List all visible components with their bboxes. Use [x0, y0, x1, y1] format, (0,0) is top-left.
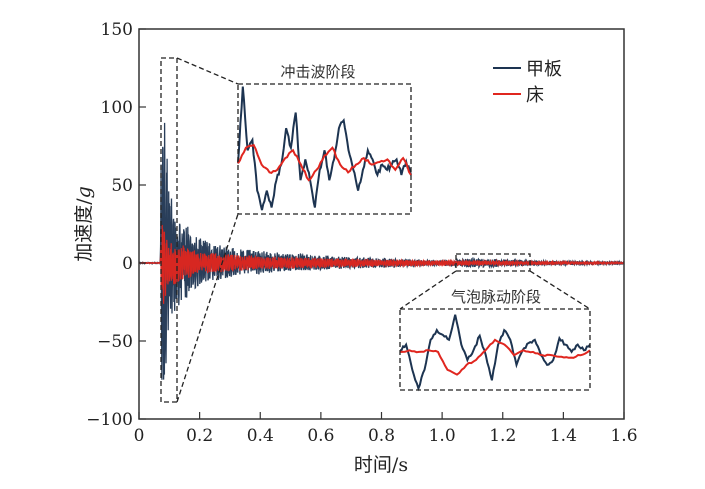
- zoom-connector-line: [529, 270, 591, 310]
- inset-line-bed: [400, 338, 591, 376]
- x-tick-label: 1.4: [550, 426, 577, 446]
- inset-title-bubble: 气泡脉动阶段: [451, 288, 541, 306]
- y-tick-label: −50: [97, 332, 133, 352]
- zoom-connector-line: [176, 57, 239, 85]
- legend: 甲板 床: [493, 59, 562, 106]
- x-tick-label: 0.8: [368, 426, 395, 446]
- inset-line-deck: [400, 314, 591, 392]
- inset-line-deck: [237, 86, 412, 211]
- zoom-connector-line: [176, 213, 239, 403]
- y-axis-title-main: 加速度/: [73, 198, 95, 262]
- inset-frame: [237, 83, 412, 215]
- inset-background: [238, 84, 411, 214]
- x-tick-label: 1.2: [489, 426, 516, 446]
- zoom-source-box: [160, 57, 178, 403]
- x-tick-label: 0: [134, 426, 145, 446]
- y-axis-title: 加速度/g: [73, 186, 95, 262]
- x-tick-label: 0.4: [247, 426, 274, 446]
- inset-background: [400, 309, 590, 390]
- x-tick-label: 0.2: [186, 426, 213, 446]
- zoom-source-box: [455, 253, 531, 272]
- x-tick-label: 0.6: [307, 426, 334, 446]
- series-layer: [138, 122, 625, 380]
- y-tick-label: 50: [111, 176, 133, 196]
- inset-title-shock: 冲击波阶段: [280, 63, 355, 81]
- x-tick-label: 1.6: [610, 426, 637, 446]
- zoom-connector-line: [399, 270, 457, 310]
- x-axis-title: 时间/s: [354, 454, 408, 476]
- y-tick-label: −100: [86, 410, 133, 430]
- y-tick-label: 100: [101, 98, 133, 118]
- series-line-bed: [138, 224, 625, 304]
- inset-layer: [160, 57, 591, 403]
- y-tick-label: 150: [101, 20, 133, 40]
- ticks-layer: 0 0.2 0.4 0.6 0.8 1.0 1.2 1.4 1.6 −100 −50 0 50 100 15…: [86, 20, 637, 446]
- x-tick-label: 1.0: [429, 426, 456, 446]
- y-axis-title-unit: g: [73, 186, 95, 198]
- legend-label-bed: 床: [526, 85, 544, 106]
- y-tick-label: 0: [122, 254, 133, 274]
- legend-label-deck: 甲板: [526, 59, 562, 80]
- inset-line-bed: [237, 143, 412, 182]
